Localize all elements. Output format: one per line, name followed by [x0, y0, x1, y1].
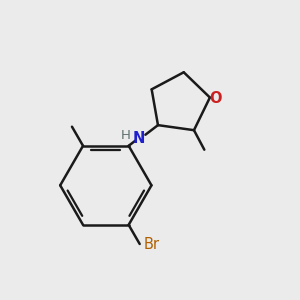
Text: Br: Br — [144, 237, 160, 252]
Text: H: H — [121, 129, 130, 142]
Text: O: O — [209, 92, 221, 106]
Text: N: N — [133, 131, 145, 146]
